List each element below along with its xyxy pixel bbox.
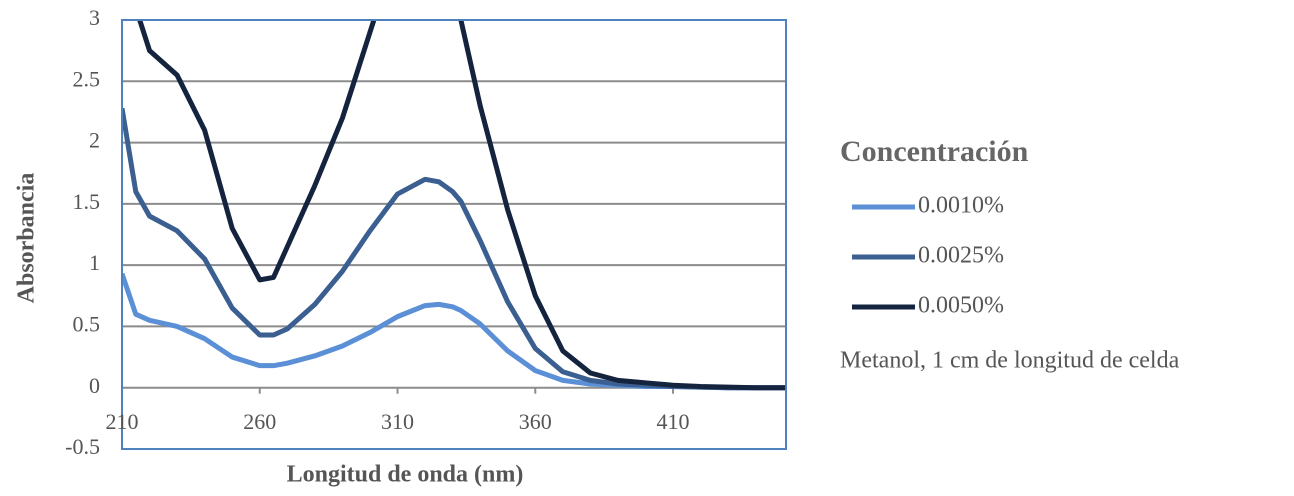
series-line — [122, 107, 786, 391]
y-tick-label: 0 — [89, 373, 100, 398]
legend-label: 0.0010% — [918, 193, 1004, 219]
legend: 0.0010% 0.0025% 0.0050% — [852, 193, 1004, 319]
y-tick-label: -0.5 — [65, 434, 100, 459]
y-tick-label: 2 — [89, 128, 100, 153]
y-tick-label: 2.5 — [73, 66, 101, 91]
x-axis-label: Longitud de onda (nm) — [287, 462, 524, 488]
plot-lines — [122, 20, 786, 391]
y-tick-label: 1 — [89, 250, 100, 275]
y-tick-label: 0.5 — [73, 311, 101, 336]
legend-label: 0.0050% — [918, 293, 1004, 319]
x-tick-label: 260 — [243, 409, 276, 434]
y-tick-label: 3 — [89, 5, 100, 30]
x-tick-label: 310 — [381, 409, 414, 434]
grid — [121, 19, 786, 450]
legend-title: Concentración — [840, 135, 1029, 168]
y-axis-label: Absorbancia — [14, 173, 40, 304]
x-tick-label: 360 — [519, 409, 552, 434]
x-tick-label: 410 — [657, 409, 690, 434]
plot-border — [121, 19, 787, 450]
y-tick-label: 1.5 — [73, 189, 101, 214]
x-tick-label: 210 — [106, 409, 139, 434]
annotation: Metanol, 1 cm de longitud de celda — [840, 348, 1180, 374]
series-line — [137, 20, 786, 391]
legend-label: 0.0025% — [918, 243, 1004, 269]
